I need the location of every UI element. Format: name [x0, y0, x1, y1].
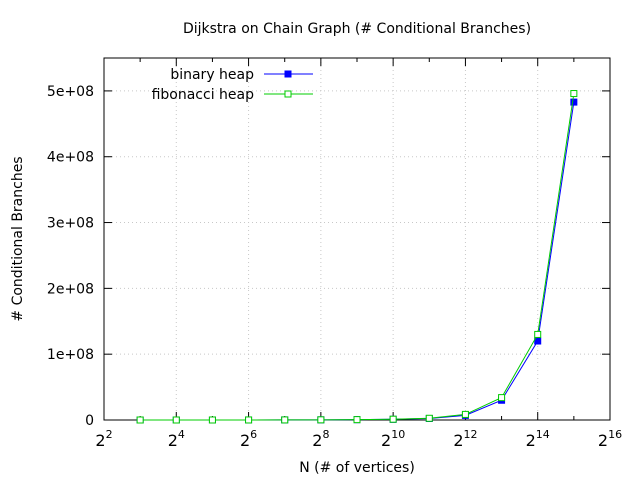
legend-label: fibonacci heap [152, 87, 255, 103]
x-tick-exponent: 10 [391, 428, 405, 441]
series-group [136, 90, 578, 424]
legend-label: binary heap [170, 67, 254, 83]
x-tick-label: 212 [453, 428, 477, 450]
x-tick-exponent: 2 [106, 428, 113, 441]
series-fibonacci-heap [136, 90, 578, 424]
plot-border [103, 57, 611, 421]
y-tick-label: 3e+08 [47, 216, 94, 232]
data-point [353, 416, 361, 424]
x-tick-base: 2 [168, 431, 178, 450]
data-point [317, 416, 325, 424]
grid [104, 58, 610, 420]
x-tick-base: 2 [453, 431, 463, 450]
x-tick-exponent: 6 [250, 428, 257, 441]
x-tick-label: 22 [95, 428, 112, 450]
y-axis-label: # Conditional Branches [10, 156, 26, 321]
x-tick-exponent: 12 [464, 428, 478, 441]
x-tick-base: 2 [312, 431, 322, 450]
data-point [208, 416, 216, 424]
x-tick-label: 26 [240, 428, 257, 450]
data-point [570, 90, 578, 98]
data-point [281, 416, 289, 424]
data-point [534, 330, 542, 338]
series-binary-heap [136, 98, 578, 424]
data-point [498, 394, 506, 402]
chart-title: Dijkstra on Chain Graph (# Conditional B… [183, 21, 531, 37]
x-tick-base: 2 [381, 431, 391, 450]
data-point [534, 337, 542, 345]
x-tick-base: 2 [240, 431, 250, 450]
y-tick-label: 5e+08 [47, 84, 94, 100]
y-tick-label: 0 [85, 413, 94, 429]
x-tick-exponent: 8 [322, 428, 329, 441]
x-tick-label: 216 [598, 428, 622, 450]
x-tick-base: 2 [95, 431, 105, 450]
legend-marker [284, 90, 292, 98]
series-line [140, 102, 575, 421]
data-point [570, 98, 578, 106]
x-axis-label: N (# of vertices) [299, 460, 415, 476]
x-tick-label: 24 [168, 428, 185, 450]
data-point [172, 416, 180, 424]
legend-marker [284, 70, 292, 78]
data-point [389, 415, 397, 423]
y-tick-label: 1e+08 [47, 347, 94, 363]
y-tick-label: 4e+08 [47, 150, 94, 166]
x-tick-exponent: 14 [536, 428, 550, 441]
data-point [245, 416, 253, 424]
x-tick-label: 214 [526, 428, 550, 450]
x-tick-base: 2 [598, 431, 608, 450]
legend: binary heap fibonacci heap [152, 67, 313, 103]
data-point [461, 410, 469, 418]
data-point [425, 414, 433, 422]
x-tick-label: 210 [381, 428, 405, 450]
data-point [136, 416, 144, 424]
x-tick-exponent: 4 [178, 428, 185, 441]
series-line [140, 93, 575, 421]
x-tick-label: 28 [312, 428, 329, 450]
y-tick-label: 2e+08 [47, 281, 94, 297]
x-tick-base: 2 [526, 431, 536, 450]
x-tick-exponent: 16 [608, 428, 622, 441]
